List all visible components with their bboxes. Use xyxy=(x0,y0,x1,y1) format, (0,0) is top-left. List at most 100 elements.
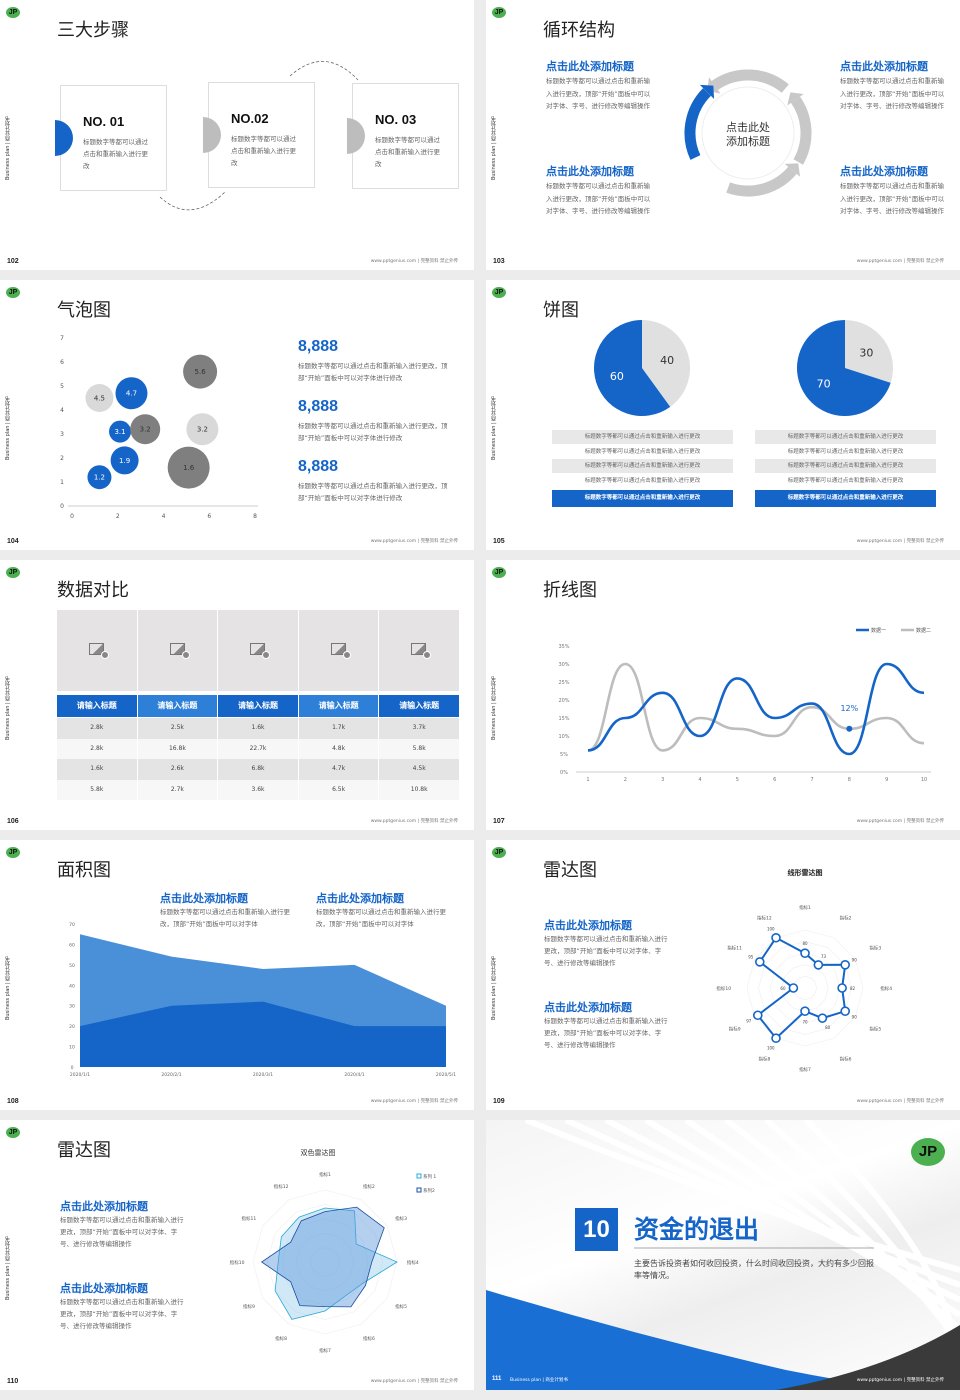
column-header: 请输入标题 xyxy=(379,695,459,717)
table-cell: 2.7k xyxy=(137,779,218,800)
y-tick-label: 70 xyxy=(69,922,75,928)
block-title: 点击此处添加标题 xyxy=(544,919,632,932)
bubble[interactable] xyxy=(186,413,219,446)
footer-text: www.pptgenius.com | 完整资料 禁止外传 xyxy=(370,1379,458,1384)
slide-105[interactable]: JP Business plan | 商业计划书 饼图 105 www.pptgeniu… xyxy=(486,280,960,550)
bubble[interactable] xyxy=(130,414,161,445)
image-placeholder[interactable] xyxy=(137,610,218,691)
line-series-1 xyxy=(587,662,925,756)
arrow-head xyxy=(699,84,715,100)
table-cell: 1.6k xyxy=(57,759,137,780)
radar-point xyxy=(813,960,824,970)
step-marker xyxy=(55,120,73,156)
list-row: 标题数字等都可以通过点击和重新输入进行更改 xyxy=(755,430,936,444)
block-text: 标题数字等都可以通过点击和重新输入进行更改，顶部“开始”面板中可以对字体、字号、… xyxy=(544,1017,668,1049)
step-card[interactable]: NO. 01 标题数字等都可以通过点击和重新输入进行更改 xyxy=(55,85,167,191)
cycle-arrow xyxy=(726,166,797,197)
block-text: 标题数字等都可以通过点击和重新输入进行更改，顶部“开始”面板中可以对字体、字号、… xyxy=(546,182,651,215)
table-cell: 5.8k xyxy=(57,779,137,800)
bubble[interactable] xyxy=(87,465,112,490)
slide-110[interactable]: JP Business plan | 商业计划书 雷达图 110 www.pptgeni… xyxy=(0,1120,474,1390)
slide-107[interactable]: JP Business plan | 商业计划书 折线图 107 www.pptgeni… xyxy=(486,560,960,830)
arrow-head xyxy=(787,92,804,106)
annotation-label: 12% xyxy=(840,704,858,713)
slide-title: 气泡图 xyxy=(57,300,111,321)
table-cell: 3.7k xyxy=(379,718,459,739)
slide-108[interactable]: JP Business plan | 商业计划书 面积图 108 www.pptgeni… xyxy=(0,840,474,1110)
value-label: 90 xyxy=(852,1014,858,1019)
chart-svg: 40 60 30 70 xyxy=(594,320,893,416)
logo: JP xyxy=(6,847,20,858)
add-image-icon xyxy=(169,643,190,659)
bubble-label: 1.6 xyxy=(183,464,195,472)
bubble[interactable] xyxy=(109,420,132,443)
pie-slice[interactable] xyxy=(845,320,893,383)
axis-label: 指标6 xyxy=(363,1335,375,1342)
bubble[interactable] xyxy=(110,446,139,475)
page-number: 107 xyxy=(493,818,505,825)
stat-text: 标题数字等都可以通过点击和重新输入进行更改，顶部“开始”面板中可以对字体进行修改 xyxy=(298,422,448,442)
x-tick-label: 2020/5/1 xyxy=(436,1072,456,1078)
pie-slice[interactable] xyxy=(594,320,671,416)
logo: JP xyxy=(492,7,506,18)
add-image-icon xyxy=(330,643,351,659)
bubble[interactable] xyxy=(167,446,210,489)
table-cell: 2.6k xyxy=(137,759,218,780)
step-marker xyxy=(347,118,365,154)
stat-text: 标题数字等都可以通过点击和重新输入进行更改，顶部“开始”面板中可以对字体进行修改 xyxy=(298,482,448,502)
slide-104[interactable]: JP Business plan | 商业计划书 气泡图 104 www.pptgeni… xyxy=(0,280,474,550)
table-cell: 10.8k xyxy=(379,779,459,800)
x-tick-label: 3 xyxy=(661,777,664,783)
value-label: 97 xyxy=(746,1018,752,1023)
table-cell: 1.6k xyxy=(218,718,298,739)
slide-102[interactable]: JP Business plan | 商业计划书 三大步骤 102 www.pptgen… xyxy=(0,0,474,270)
step-number: NO. 03 xyxy=(375,112,417,127)
bubble[interactable] xyxy=(85,384,114,412)
slide-106[interactable]: JP Business plan | 商业计划书 数据对比 106 www.pptgen… xyxy=(0,560,474,830)
center-title-line1: 点击此处 xyxy=(726,121,770,134)
bubble[interactable] xyxy=(115,377,148,410)
legend-swatch xyxy=(416,1187,422,1193)
y-tick-label: 30% xyxy=(558,662,569,668)
bubble-label: 3.2 xyxy=(197,426,208,434)
block-title: 点击此处添加标题 xyxy=(546,60,634,73)
radar-point xyxy=(800,1006,810,1016)
column-header: 请输入标题 xyxy=(298,695,379,717)
slide-103[interactable]: JP Business plan | 商业计划书 循环结构 103 www.pptgen… xyxy=(486,0,960,270)
image-placeholder[interactable] xyxy=(57,610,137,691)
pie-slice[interactable] xyxy=(642,320,690,407)
table-cell: 6.5k xyxy=(298,779,379,800)
table-cell: 3.6k xyxy=(218,779,298,800)
radar-title: 线形雷达图 xyxy=(788,868,823,877)
step-card[interactable]: NO. 03 标题数字等都可以通过点击和重新输入进行更改 xyxy=(347,83,459,189)
logo: JP xyxy=(492,567,506,578)
y-tick-label: 2 xyxy=(60,455,64,462)
x-tick-label: 6 xyxy=(207,513,211,520)
slide-109[interactable]: JP Business plan | 商业计划书 雷达图 109 www.pptgeni… xyxy=(486,840,960,1110)
pie-slice[interactable] xyxy=(797,320,891,416)
slide-111[interactable]: JP 10 资金的退出 主要告诉投资者如何收回投资，什么时间收回投资，大约有多少回报率… xyxy=(486,1120,960,1390)
image-placeholder[interactable] xyxy=(218,610,298,691)
bubble-label: 1.9 xyxy=(119,457,130,465)
block-text: 标题数字等都可以通过点击和重新输入进行更改，顶部“开始”面板中可以对字体 xyxy=(160,908,290,928)
radar-area-1 xyxy=(274,1207,398,1320)
table-cell: 2.8k xyxy=(57,718,137,739)
step-card[interactable]: NO.02 标题数字等都可以通过点击和重新输入进行更改 xyxy=(203,82,315,188)
footer-left: Business plan | 商业计划书 xyxy=(510,1378,568,1383)
bubble[interactable] xyxy=(183,354,218,389)
image-placeholder[interactable] xyxy=(379,610,459,691)
image-placeholder[interactable] xyxy=(298,610,379,691)
logo: JP xyxy=(6,287,20,298)
y-tick-label: 30 xyxy=(69,1004,75,1010)
slide-title: 数据对比 xyxy=(57,580,129,601)
radar-point xyxy=(752,1010,763,1021)
table-cell: 5.8k xyxy=(379,738,459,759)
bubble-label: 5.6 xyxy=(195,368,207,376)
value-label: 80 xyxy=(802,941,808,946)
section-title: 资金的退出 xyxy=(634,1215,760,1244)
axis-label: 指标12 xyxy=(274,1183,289,1190)
legend-label: 系列2 xyxy=(423,1187,435,1194)
x-tick-label: 2 xyxy=(116,513,120,520)
